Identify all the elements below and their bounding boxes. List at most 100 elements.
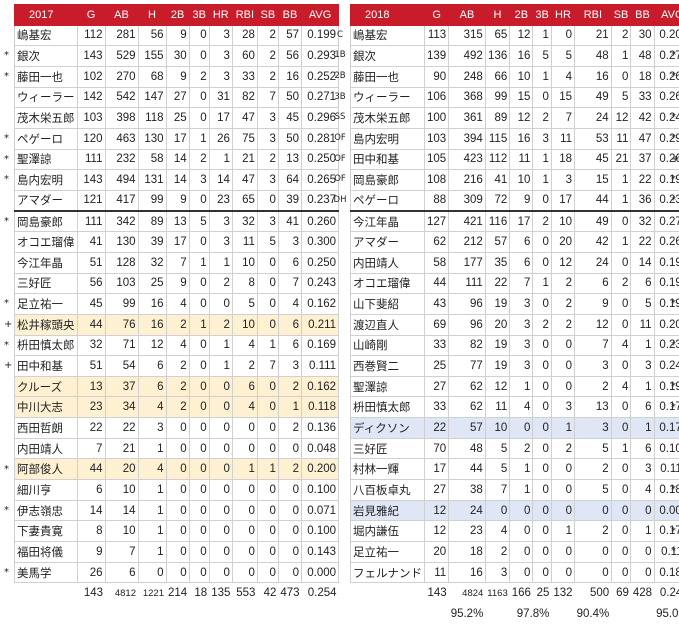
stat-cell: 3 <box>208 45 233 67</box>
stat-cell: 0.252 <box>301 65 340 88</box>
table-row: クルーズ 13 37 6 2 0 0 6 0 2 0.162 <box>14 375 340 398</box>
stat-cell: 16 <box>277 65 303 88</box>
stat-cell: 0.100 <box>301 520 340 543</box>
stat-cell: 0 <box>574 561 612 584</box>
stat-cell: 11 <box>550 127 576 150</box>
stat-cell: 2 <box>256 24 279 47</box>
col-g: G <box>76 4 106 26</box>
stat-cell: 3 <box>256 127 279 150</box>
stat-cell: 0 <box>574 541 612 563</box>
stat-cell: 3 <box>277 355 303 377</box>
stat-cell: 3 <box>256 210 279 233</box>
total-cell: 135 <box>209 582 233 604</box>
stat-cell: 102 <box>76 65 106 88</box>
stat-cell: 12 <box>484 375 511 398</box>
stat-cell: 6 <box>509 231 534 253</box>
player-name: 岡島豪郎 <box>350 169 425 191</box>
stat-cell: 3 <box>574 355 612 377</box>
stat-cell: 75 <box>231 127 258 150</box>
position-label: OF <box>334 153 346 164</box>
stat-cell: 0 <box>137 561 167 584</box>
stat-cell: 20 <box>484 313 511 336</box>
table-row: アマダー 121 417 99 9 0 23 65 0 39 0.237 <box>14 189 340 212</box>
stat-cell: 0 <box>630 499 655 522</box>
stat-cell: 1 <box>509 458 534 481</box>
stat-cell: 0 <box>188 541 210 563</box>
stat-cell: 45 <box>76 293 106 315</box>
stat-cell: 0 <box>610 520 632 543</box>
stat-cell: 0 <box>610 251 632 274</box>
stat-cell: 0 <box>188 293 210 315</box>
col-bb: BB <box>630 4 655 26</box>
stat-cell: 4 <box>509 396 534 419</box>
stat-cell: 2 <box>277 375 303 398</box>
stat-cell: 22 <box>76 417 106 439</box>
stat-cell: 1 <box>630 334 655 357</box>
stat-cell: 0 <box>188 520 210 543</box>
stat-cell: 56 <box>277 45 303 67</box>
stat-cell: 2 <box>256 148 279 171</box>
stat-cell: 121 <box>76 189 106 212</box>
stat-cell: 7 <box>277 272 303 295</box>
table-row: 福田将儀 9 7 1 0 0 0 0 0 0 0.143 <box>14 541 340 563</box>
position-label: 1B <box>334 50 346 61</box>
stat-cell: 0 <box>188 396 210 419</box>
stat-cell: 136 <box>484 45 511 67</box>
stat-cell: 155 <box>137 45 167 67</box>
total-cell: 553 <box>232 582 258 604</box>
stat-cell: 0 <box>550 458 576 481</box>
stat-cell: 0 <box>256 313 279 336</box>
stat-cell: 11 <box>231 231 258 253</box>
stat-cell: 4 <box>277 293 303 315</box>
stat-cell: 0.162 <box>301 375 340 398</box>
stat-cell: 0 <box>484 499 511 522</box>
player-name: 山崎剛 <box>350 334 425 357</box>
stat-cell: 13 <box>277 148 303 171</box>
stat-cell: 2 <box>610 24 632 47</box>
batting-side-mark: * <box>4 132 9 144</box>
stat-cell: 2 <box>277 458 303 481</box>
player-name: 下妻貴寛 <box>14 520 78 543</box>
stat-cell: 0.247 <box>653 355 679 377</box>
table-row: 三好匠 56 103 25 9 0 2 8 0 7 0.243 <box>14 272 340 295</box>
stat-cell: 0 <box>231 479 258 501</box>
player-name: 山下斐紹 <box>350 293 425 315</box>
stat-cell: 216 <box>448 169 486 191</box>
stat-cell: 131 <box>137 169 167 191</box>
stat-cell: 394 <box>448 127 486 150</box>
stat-cell: 0.174 <box>653 520 679 543</box>
stat-cell: 9 <box>165 65 190 88</box>
stat-cell: 2 <box>165 313 190 336</box>
empty-cell <box>351 604 425 625</box>
stat-cell: 30 <box>165 45 190 67</box>
stat-cell: 7 <box>104 541 139 563</box>
stat-cell: 1 <box>277 396 303 419</box>
stat-cell: 1 <box>256 334 279 357</box>
stat-cell: 0 <box>208 499 233 522</box>
stat-cell: 0.200 <box>301 458 340 481</box>
col-h: H <box>484 4 511 26</box>
stat-cell: 3 <box>208 65 233 88</box>
stat-cell: 0 <box>188 24 210 47</box>
col-hr: HR <box>550 4 576 26</box>
stat-cell: 1 <box>532 272 552 295</box>
stat-cell: 103 <box>104 272 139 295</box>
stat-cell: 2 <box>484 541 511 563</box>
stat-cell: 43 <box>423 293 450 315</box>
col-sb: SB <box>256 4 279 26</box>
stat-cell: 44 <box>574 189 612 212</box>
stat-cell: 3 <box>550 169 576 191</box>
table-row: 島内宏明 143 494 131 14 3 14 47 3 64 0.265 <box>14 169 340 191</box>
stat-cell: 0.104 <box>653 437 679 460</box>
stat-cell: 10 <box>231 251 258 274</box>
stat-cell: 2 <box>574 375 612 398</box>
stat-cell: 37 <box>630 148 655 171</box>
stat-cell: 25 <box>423 355 450 377</box>
stat-cell: 2 <box>165 375 190 398</box>
player-name: ペゲーロ <box>350 189 425 212</box>
